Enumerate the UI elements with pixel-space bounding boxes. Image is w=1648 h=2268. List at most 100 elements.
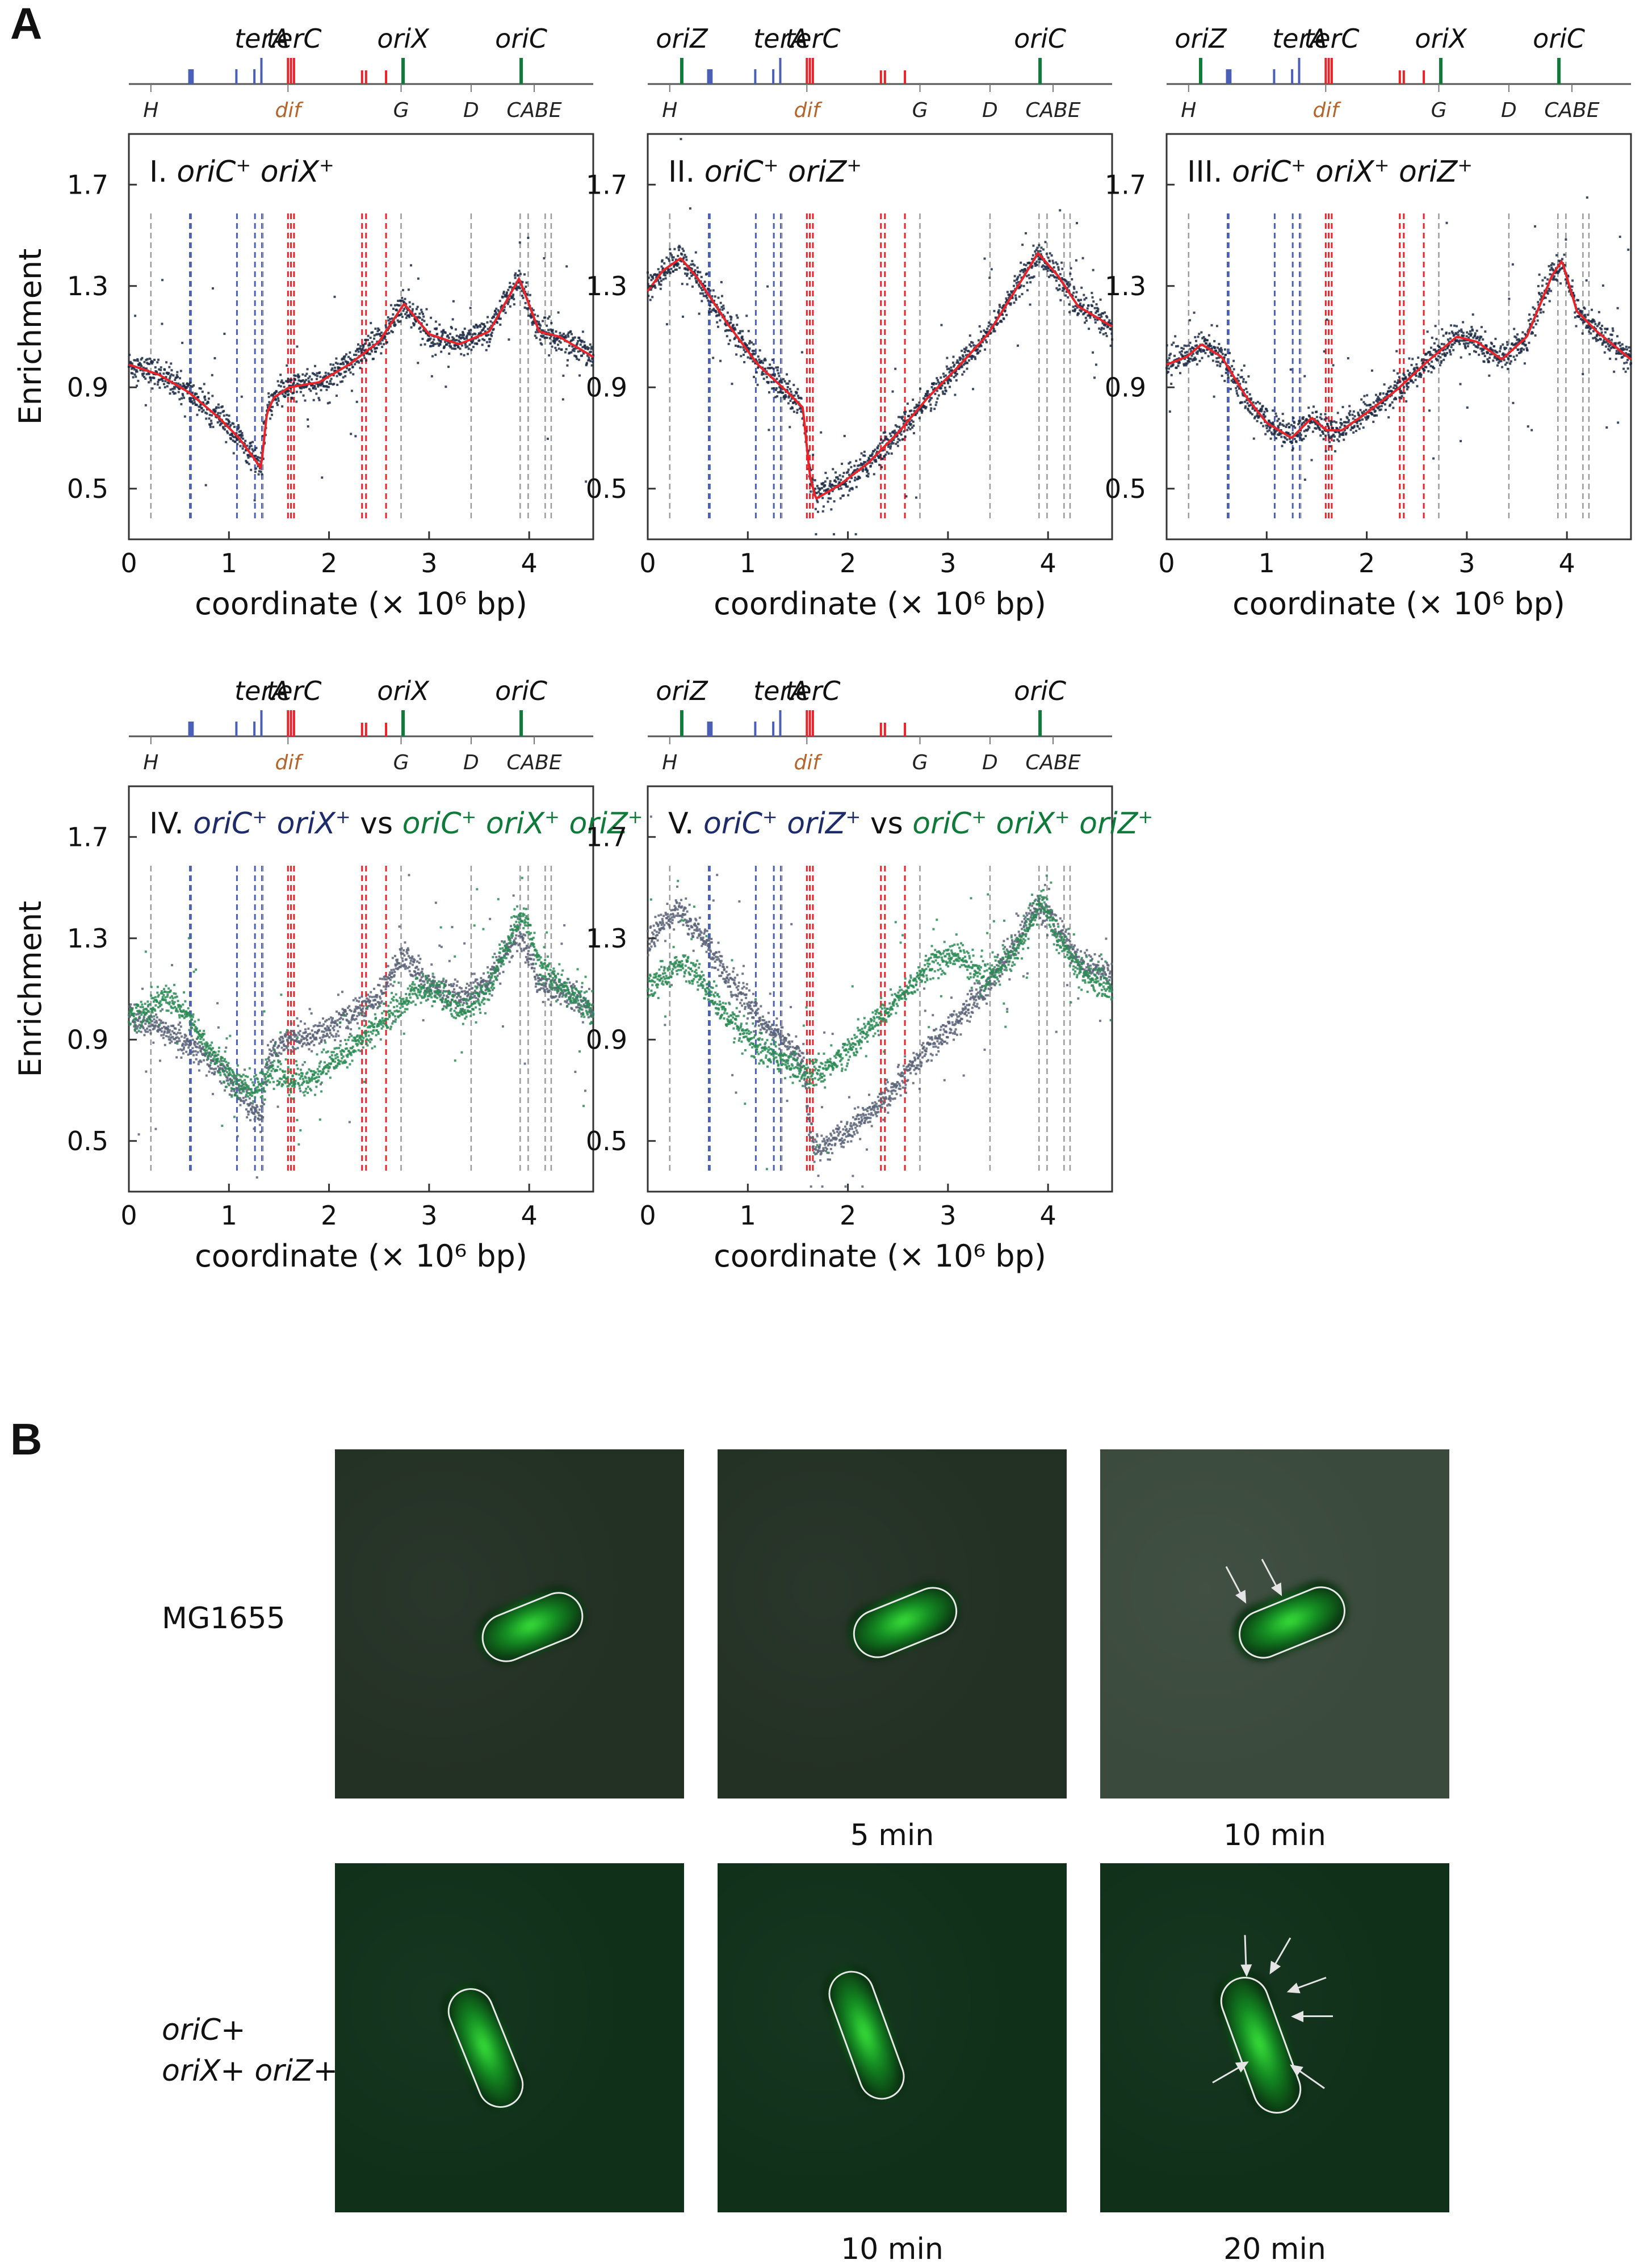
scatter-point: [453, 347, 456, 350]
scatter-point: [279, 1060, 282, 1063]
scatter-point: [1285, 424, 1288, 426]
scatter-point: [219, 420, 221, 422]
scatter-point: [1082, 304, 1085, 307]
scatter-point: [884, 435, 887, 438]
scatter-point: [1267, 425, 1269, 427]
scatter-point: [956, 359, 959, 362]
scatter-point: [1034, 250, 1037, 253]
scatter-point: [472, 346, 475, 349]
scatter-point: [198, 1060, 200, 1063]
scatter-point: [557, 311, 560, 314]
scatter-point: [1196, 363, 1198, 366]
scatter-point: [1470, 341, 1473, 344]
scatter-point: [1377, 407, 1380, 410]
scatter-point: [1083, 294, 1085, 296]
scatter-point: [427, 339, 430, 342]
scatter-point: [865, 475, 868, 477]
scatter-point: [162, 383, 165, 385]
scatter-point: [979, 350, 982, 353]
scatter-point: [1506, 341, 1508, 343]
scatter-point: [834, 471, 837, 474]
scatter-point: [367, 344, 370, 347]
scatter-point: [255, 1104, 258, 1107]
scatter-point: [1629, 355, 1632, 358]
scatter-point: [682, 256, 685, 259]
scatter-point: [1327, 431, 1330, 434]
scatter-point: [1476, 336, 1479, 338]
scatter-point: [1400, 395, 1403, 397]
scatter-point: [248, 463, 250, 466]
scatter-point: [1075, 296, 1077, 299]
scatter-point: [251, 448, 254, 451]
scatter-point: [557, 343, 560, 346]
scatter-point: [945, 365, 948, 368]
scatter-point: [963, 362, 966, 365]
scatter-point: [316, 372, 318, 375]
scatter-point: [954, 374, 957, 377]
scatter-point: [286, 1039, 289, 1042]
scatter-point: [590, 347, 593, 350]
scatter-point: [1425, 353, 1428, 355]
scatter-point: [990, 268, 993, 271]
scatter-point: [226, 430, 229, 433]
scatter-point: [1022, 269, 1025, 271]
scatter-point: [1025, 264, 1028, 267]
scatter-point: [1316, 424, 1319, 426]
scatter-point: [1016, 277, 1019, 280]
scatter-point: [423, 343, 426, 346]
scatter-point: [1534, 334, 1537, 337]
scatter-point: [246, 1102, 249, 1105]
scatter-point: [549, 342, 552, 345]
scatter-point: [286, 380, 289, 383]
scatter-point: [959, 357, 962, 360]
scatter-point: [397, 299, 400, 302]
scatter-point: [163, 1030, 166, 1033]
scatter-point: [1270, 431, 1273, 434]
scatter-point: [1340, 422, 1343, 425]
scatter-point: [1367, 415, 1370, 418]
scatter-point: [961, 373, 964, 376]
scatter-point: [199, 405, 202, 408]
scatter-point: [814, 508, 817, 510]
scatter-point: [980, 345, 983, 347]
scatter-point: [1255, 402, 1257, 405]
scatter-point: [1303, 421, 1306, 424]
scatter-point: [888, 442, 891, 445]
scatter-point: [502, 292, 505, 295]
scatter-point: [240, 436, 243, 439]
scatter-point: [1403, 374, 1406, 376]
scatter-point: [1579, 318, 1582, 321]
scatter-point: [1221, 360, 1224, 363]
scatter-point: [186, 1038, 189, 1041]
scatter-point: [1621, 343, 1624, 346]
scatter-point: [969, 355, 972, 358]
scatter-point: [1388, 390, 1391, 393]
scatter-point: [1449, 351, 1452, 354]
scatter-point: [856, 468, 859, 471]
scatter-point: [507, 288, 510, 291]
scatter-point: [1517, 348, 1520, 351]
scatter-point: [1246, 402, 1249, 405]
scatter-point: [394, 324, 397, 326]
scatter-point: [925, 395, 928, 397]
scatter-point: [790, 407, 792, 410]
scatter-point: [161, 1027, 163, 1030]
scatter-point: [829, 482, 832, 485]
scatter-point: [941, 390, 944, 393]
scatter-point: [187, 385, 190, 388]
scatter-point: [1509, 362, 1512, 365]
scatter-point: [1402, 378, 1404, 381]
scatter-point: [1104, 332, 1107, 335]
scatter-point: [1615, 350, 1618, 353]
scatter-point: [1215, 357, 1218, 360]
x-axis-label: coordinate (× 10⁶ bp): [195, 586, 527, 622]
scatter-point: [1268, 429, 1271, 432]
scatter-point: [447, 341, 450, 344]
scatter-point: [1067, 281, 1070, 284]
scatter-point: [1489, 353, 1492, 356]
scatter-point: [900, 417, 903, 420]
scatter-point: [1089, 314, 1092, 317]
scatter-point: [383, 337, 386, 340]
scatter-point: [281, 405, 284, 408]
y-tick-label: 0.5: [67, 473, 108, 504]
